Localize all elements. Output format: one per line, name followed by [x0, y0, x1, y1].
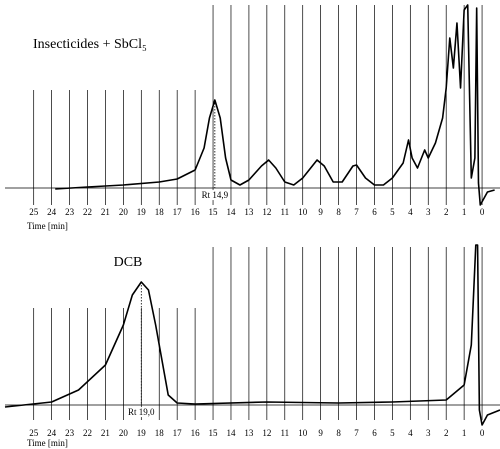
- x-tick-label: 14: [226, 207, 236, 217]
- x-tick-label: 5: [390, 207, 395, 217]
- x-tick-label: 11: [280, 207, 289, 217]
- x-tick-label: 18: [155, 428, 165, 438]
- signal-line: [4, 244, 500, 426]
- x-tick-label: 20: [119, 428, 129, 438]
- x-tick-label: 3: [426, 428, 431, 438]
- x-tick-label: 2: [444, 207, 449, 217]
- x-tick-label: 21: [101, 428, 110, 438]
- x-tick-label: 10: [298, 428, 308, 438]
- signal-line: [55, 4, 495, 206]
- x-tick-label: 0: [480, 207, 485, 217]
- x-tick-label: 16: [191, 207, 201, 217]
- annotation: Rt 14,9: [202, 190, 229, 200]
- annotation-background: [127, 407, 157, 418]
- x-tick-label: 17: [173, 207, 183, 217]
- x-tick-label: 19: [137, 207, 147, 217]
- x-tick-label: 17: [173, 428, 183, 438]
- x-tick-label: 23: [65, 207, 75, 217]
- x-axis-label: Time [min]: [27, 438, 68, 448]
- x-tick-label: 11: [280, 428, 289, 438]
- x-tick-label: 6: [372, 207, 377, 217]
- x-tick-label: 3: [426, 207, 431, 217]
- x-tick-label: 25: [29, 207, 39, 217]
- x-tick-label: 24: [47, 207, 57, 217]
- x-tick-label: 18: [155, 207, 165, 217]
- x-tick-label: 24: [47, 428, 57, 438]
- x-tick-label: 15: [209, 207, 219, 217]
- x-tick-label: 22: [83, 207, 92, 217]
- x-tick-label: 1: [462, 207, 467, 217]
- x-tick-label: 14: [226, 428, 236, 438]
- x-axis-label: Time [min]: [27, 221, 68, 231]
- x-tick-label: 16: [191, 428, 201, 438]
- x-tick-label: 7: [354, 428, 359, 438]
- x-tick-label: 12: [262, 428, 271, 438]
- x-tick-label: 5: [390, 428, 395, 438]
- x-tick-label: 7: [354, 207, 359, 217]
- chart-title: DCB: [114, 255, 143, 270]
- x-tick-label: 8: [336, 207, 341, 217]
- x-tick-label: 1: [462, 428, 467, 438]
- x-tick-label: 9: [318, 428, 323, 438]
- x-tick-label: 6: [372, 428, 377, 438]
- x-tick-label: 10: [298, 207, 308, 217]
- x-tick-label: 13: [244, 428, 254, 438]
- x-tick-label: 25: [29, 428, 39, 438]
- x-tick-label: 22: [83, 428, 92, 438]
- chart-title: Insecticides + SbCl₅: [33, 37, 147, 52]
- x-tick-label: 4: [408, 428, 413, 438]
- x-tick-label: 23: [65, 428, 75, 438]
- x-tick-label: 0: [480, 428, 485, 438]
- x-tick-label: 9: [318, 207, 323, 217]
- x-tick-label: 21: [101, 207, 110, 217]
- x-tick-label: 13: [244, 207, 254, 217]
- x-tick-label: 15: [209, 428, 219, 438]
- x-tick-label: 2: [444, 428, 449, 438]
- x-tick-label: 20: [119, 207, 129, 217]
- annotation-background: [200, 190, 230, 201]
- x-tick-label: 12: [262, 207, 271, 217]
- x-tick-label: 4: [408, 207, 413, 217]
- annotation: Rt 19,0: [128, 407, 155, 417]
- x-tick-label: 8: [336, 428, 341, 438]
- x-tick-label: 19: [137, 428, 147, 438]
